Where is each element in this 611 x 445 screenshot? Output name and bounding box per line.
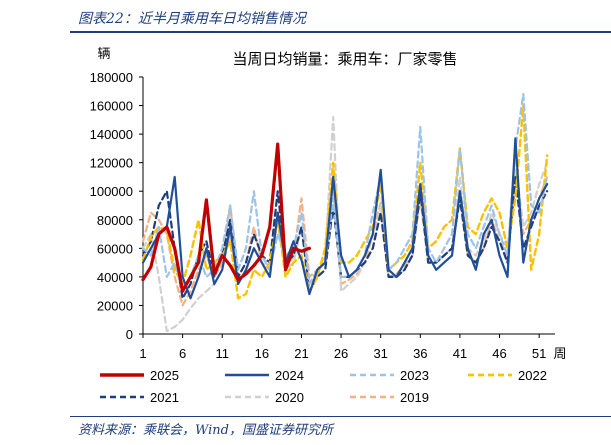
figure-title: 图表22：近半月乘用车日均销售情况 <box>78 11 306 27</box>
legend-item-2021: 2021 <box>100 390 179 405</box>
series-line-2019 <box>141 168 549 307</box>
legend-item-2024: 2024 <box>225 368 304 383</box>
header-rule <box>70 31 611 33</box>
axes: 0 20000 40000 60000 80000 100000 120000 140000 1… <box>90 70 555 361</box>
x-tick-label: 36 <box>413 346 427 361</box>
x-tick-label: 11 <box>215 346 229 361</box>
legend-label: 2025 <box>150 368 179 383</box>
y-tick-label: 0 <box>126 327 133 342</box>
y-tick-label: 120000 <box>90 156 133 171</box>
y-tick-label: 160000 <box>90 99 133 114</box>
legend-label: 2022 <box>518 368 547 383</box>
line-chart: 当周日均销量：乘用车：厂家零售 辆 0 20000 40000 60000 80000 1… <box>90 46 567 405</box>
x-tick-label: 51 <box>532 346 546 361</box>
x-tick-label: 6 <box>179 346 186 361</box>
y-tick-label: 60000 <box>97 241 133 256</box>
legend-item-2019: 2019 <box>350 390 429 405</box>
y-tick-label: 100000 <box>90 184 133 199</box>
y-tick-label: 20000 <box>97 298 133 313</box>
series-line-2024 <box>141 137 549 300</box>
x-tick-label: 46 <box>492 346 506 361</box>
legend: 2025 2024 2023 2022 2021 2020 2019 <box>100 368 547 405</box>
y-tick-label: 140000 <box>90 127 133 142</box>
x-tick-label: 26 <box>334 346 348 361</box>
footer-rule <box>70 416 611 417</box>
x-tick-label: 16 <box>255 346 269 361</box>
y-axis-unit-label: 辆 <box>97 46 110 61</box>
x-tick-label: 21 <box>294 346 308 361</box>
series-line-2023 <box>141 92 549 293</box>
legend-label: 2020 <box>275 390 304 405</box>
legend-label: 2023 <box>400 368 429 383</box>
legend-label: 2021 <box>150 390 179 405</box>
legend-item-2023: 2023 <box>350 368 429 383</box>
y-tick-label: 80000 <box>97 213 133 228</box>
x-tick-label: 41 <box>453 346 467 361</box>
y-tick-label: 180000 <box>90 70 133 85</box>
series-group <box>141 92 549 333</box>
figure-header: 图表22：近半月乘用车日均销售情况 <box>0 0 611 34</box>
legend-item-2025: 2025 <box>100 368 179 383</box>
x-tick-label: 1 <box>139 346 146 361</box>
x-tick-label: 31 <box>373 346 387 361</box>
legend-item-2020: 2020 <box>225 390 304 405</box>
series-line-2025 <box>141 142 311 293</box>
legend-item-2022: 2022 <box>468 368 547 383</box>
x-axis-unit-label: 周 <box>553 346 566 361</box>
y-tick-label: 40000 <box>97 270 133 285</box>
legend-label: 2024 <box>275 368 304 383</box>
figure-source: 资料来源：乘联会，Wind，国盛证券研究所 <box>78 423 333 438</box>
chart-title: 当周日均销量：乘用车：厂家零售 <box>232 50 457 68</box>
legend-label: 2019 <box>400 390 429 405</box>
